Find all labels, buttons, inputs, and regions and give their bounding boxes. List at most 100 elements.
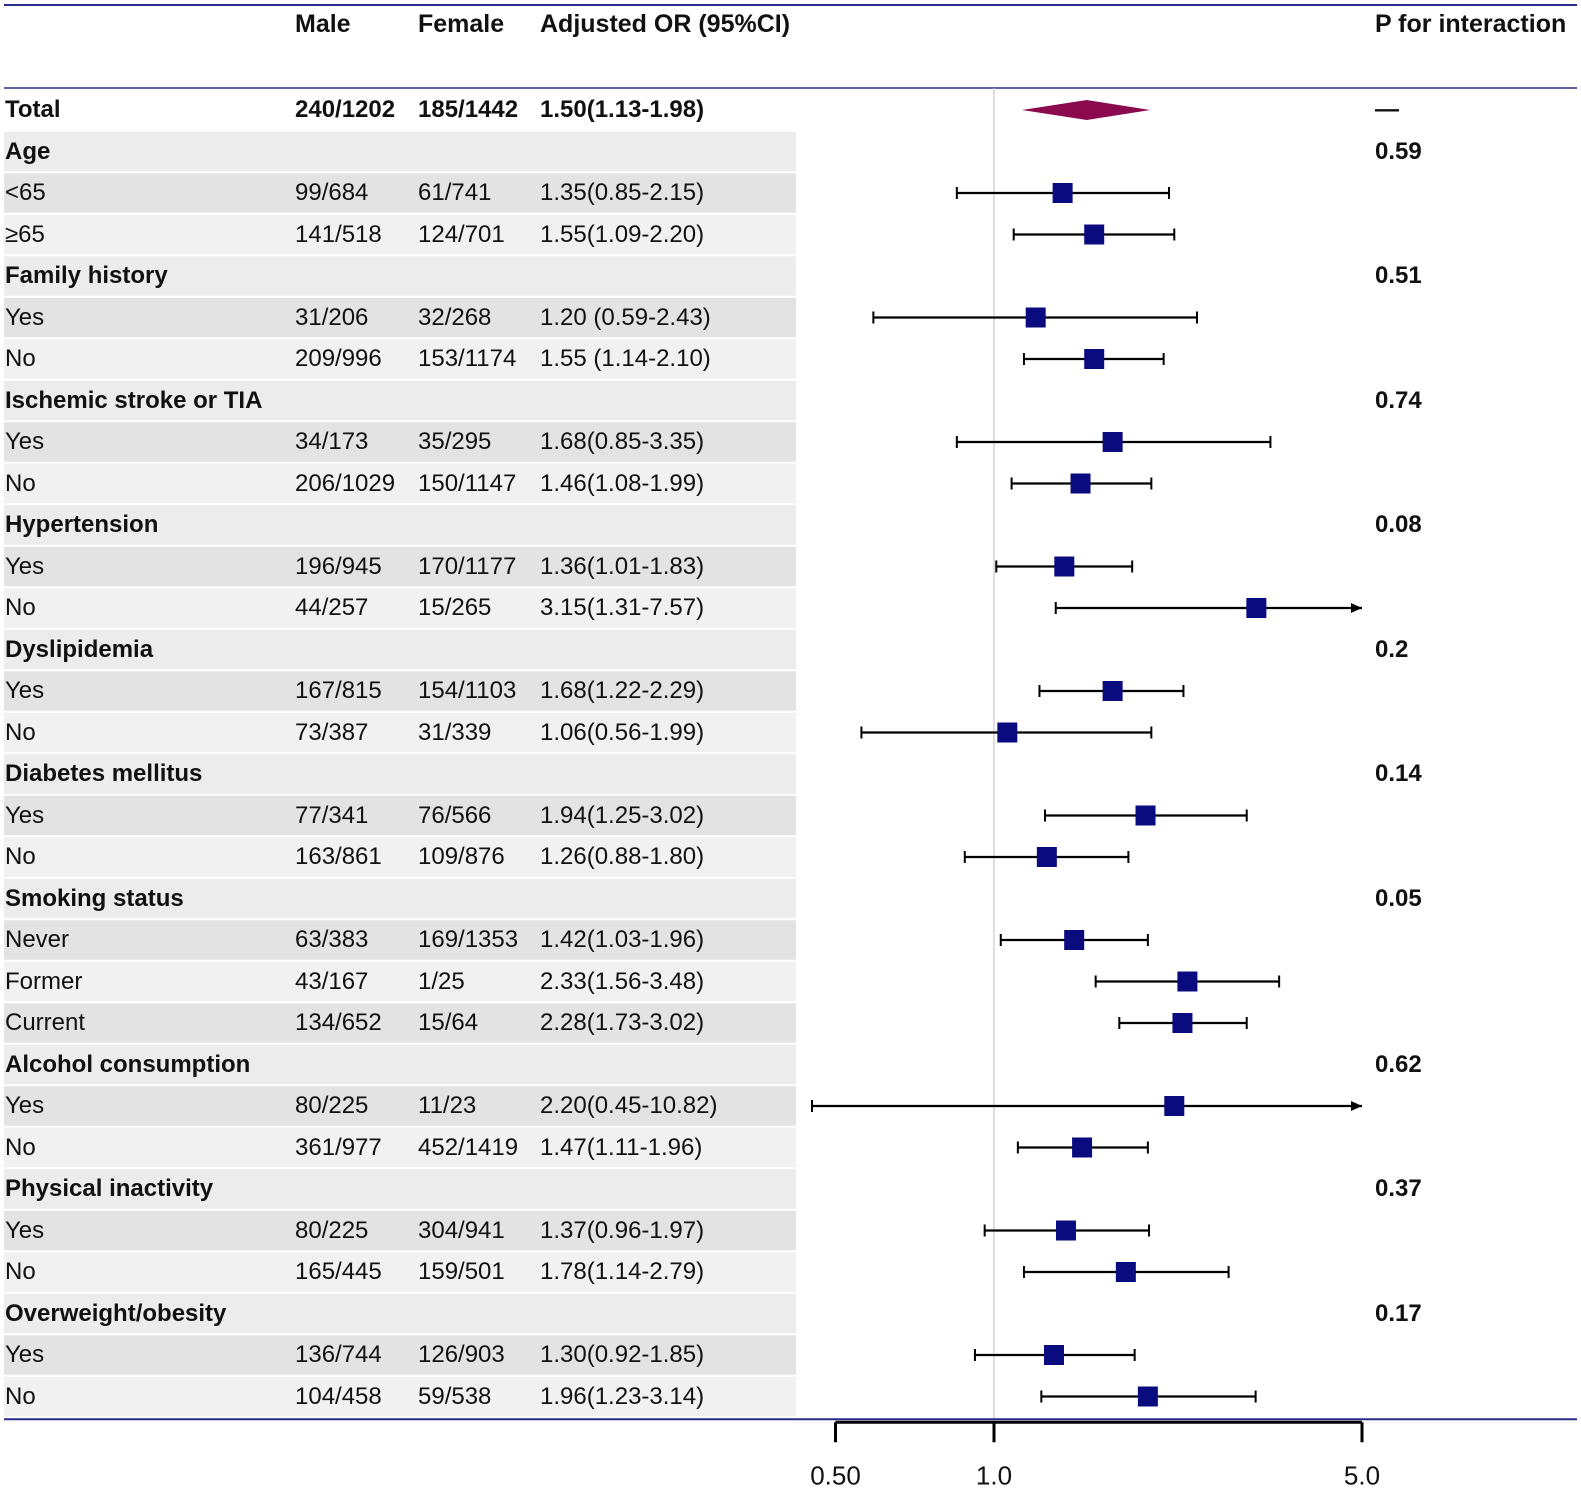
row-female: 15/265 (418, 594, 492, 621)
row-female: 153/1174 (418, 345, 517, 372)
row-or: 2.28(1.73-3.02) (540, 1009, 705, 1036)
row-label: <65 (5, 179, 46, 206)
point-estimate (1084, 224, 1105, 245)
row-or: 1.94(1.25-3.02) (540, 801, 705, 829)
point-estimate (1072, 1137, 1093, 1158)
group-label: Family history (5, 262, 168, 289)
row-band (4, 505, 796, 545)
x-tick-label: 0.50 (810, 1460, 861, 1489)
row-band (4, 173, 796, 213)
row-band (4, 131, 796, 172)
row-or: 1.42(1.03-1.96) (540, 926, 705, 953)
row-female: 109/876 (418, 843, 505, 870)
row-female: 150/1147 (418, 469, 517, 497)
group-p-value: 0.08 (1375, 511, 1422, 538)
row-or: 1.55(1.09-2.20) (540, 220, 705, 248)
row-or: 1.30(0.92-1.85) (540, 1341, 705, 1368)
row-female: 124/701 (418, 220, 505, 248)
ci-arrow (1351, 603, 1362, 613)
row-label: Current (5, 1009, 86, 1036)
row-band (4, 1127, 796, 1168)
row-or: 1.37(0.96-1.97) (540, 1216, 705, 1244)
row-band (4, 380, 796, 421)
row-band (4, 920, 796, 960)
point-estimate (1055, 1220, 1076, 1241)
col-head-or: Adjusted OR (95%CI) (540, 10, 791, 38)
point-estimate (1115, 1262, 1136, 1282)
point-estimate (1084, 349, 1105, 369)
col-head-female: Female (418, 10, 505, 38)
point-estimate (1054, 556, 1075, 577)
group-p-value: 0.17 (1375, 1299, 1422, 1327)
row-male: 163/861 (295, 843, 382, 870)
group-label: Diabetes mellitus (5, 760, 203, 787)
row-female: 15/64 (418, 1009, 479, 1036)
row-female: 1/25 (418, 967, 465, 995)
row-male: 80/225 (295, 1216, 369, 1244)
point-estimate (1102, 432, 1123, 452)
point-estimate (1064, 930, 1085, 950)
row-male: 99/684 (295, 179, 369, 206)
row-or: 1.96(1.23-3.14) (540, 1382, 705, 1410)
row-male: 43/167 (295, 967, 369, 995)
group-p-value: 0.51 (1375, 262, 1422, 289)
row-male: 165/445 (295, 1258, 382, 1285)
row-band (4, 588, 796, 628)
x-tick-label: 1.0 (976, 1460, 1012, 1489)
row-band (4, 878, 796, 919)
row-band (4, 795, 796, 836)
group-p-value: 0.62 (1375, 1050, 1422, 1078)
row-band (4, 463, 796, 504)
row-or: 1.68(1.22-2.29) (540, 677, 705, 704)
group-p-value: 0.05 (1375, 884, 1422, 912)
row-band (4, 546, 796, 587)
row-male: 63/383 (295, 926, 369, 953)
row-label: Yes (5, 1341, 45, 1368)
row-band (4, 339, 796, 379)
total-female: 185/1442 (418, 96, 519, 123)
row-label: Yes (5, 303, 45, 331)
row-or: 1.55 (1.14-2.10) (540, 345, 711, 372)
row-label: Yes (5, 552, 45, 580)
point-estimate (1135, 805, 1156, 826)
row-band (4, 1293, 796, 1334)
row-label: No (5, 345, 36, 372)
row-male: 73/387 (295, 718, 369, 746)
row-female: 452/1419 (418, 1133, 519, 1161)
row-male: 44/257 (295, 594, 369, 621)
row-or: 1.36(1.01-1.83) (540, 552, 705, 580)
col-head-p: P for interaction (1375, 10, 1567, 38)
point-estimate (1177, 971, 1198, 992)
group-label: Alcohol consumption (5, 1050, 251, 1078)
row-band (4, 754, 796, 794)
row-label: ≥65 (5, 220, 45, 248)
group-label: Dyslipidemia (5, 635, 154, 663)
row-label: No (5, 1382, 36, 1410)
row-female: 32/268 (418, 303, 492, 331)
row-band (4, 1252, 796, 1292)
group-p-value: 0.2 (1375, 635, 1409, 663)
row-band (4, 1003, 796, 1043)
point-estimate (1137, 1386, 1158, 1407)
total-p: — (1375, 96, 1399, 123)
row-label: No (5, 1133, 36, 1161)
row-or: 3.15(1.31-7.57) (540, 594, 705, 621)
row-or: 1.47(1.11-1.96) (540, 1133, 703, 1161)
row-or: 1.35(0.85-2.15) (540, 179, 705, 206)
point-estimate (1052, 183, 1073, 203)
row-label: No (5, 843, 36, 870)
point-estimate (1164, 1096, 1185, 1116)
row-or: 1.20 (0.59-2.43) (540, 303, 711, 331)
row-band (4, 214, 796, 255)
group-p-value: 0.37 (1375, 1175, 1422, 1202)
row-or: 1.68(0.85-3.35) (540, 428, 705, 455)
row-female: 304/941 (418, 1216, 505, 1244)
row-band (4, 712, 796, 753)
row-female: 126/903 (418, 1341, 505, 1368)
row-female: 35/295 (418, 428, 492, 455)
group-label: Overweight/obesity (5, 1299, 227, 1327)
row-male: 361/977 (295, 1133, 382, 1161)
row-male: 167/815 (295, 677, 382, 704)
row-label: Former (5, 967, 83, 995)
